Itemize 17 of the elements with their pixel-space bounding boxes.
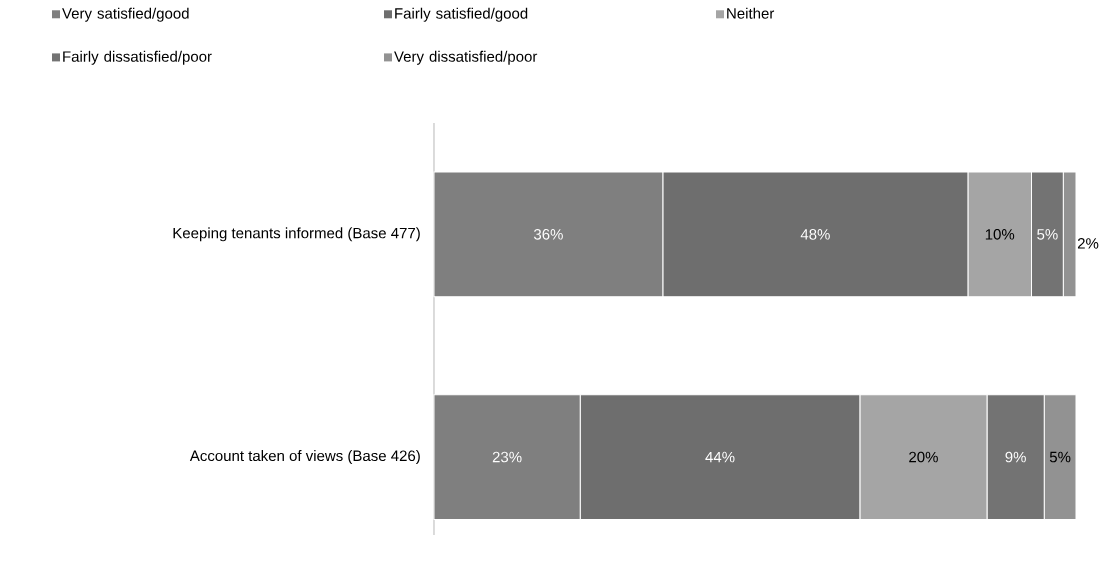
data-label: 10% — [985, 229, 1015, 240]
legend-label: Very dissatisfied/poor — [394, 50, 538, 65]
data-label: 48% — [800, 229, 830, 240]
data-label: 5% — [1049, 451, 1071, 463]
data-label: 20% — [909, 451, 938, 463]
y-tick-label: Account taken of views (Base 426) — [189, 450, 420, 465]
legend-label: Neither — [727, 7, 775, 19]
data-label: 9% — [1005, 451, 1026, 463]
legend-label: Very satisfied/good — [62, 7, 189, 22]
legend-label: Fairly dissatisfied/poor — [63, 50, 212, 65]
y-tick-label: Keeping tenants informed (Base 477) — [173, 227, 420, 242]
data-label: 5% — [1037, 229, 1058, 240]
data-label: 2% — [1077, 238, 1099, 249]
legend-label: Fairly satisfied/good — [395, 7, 528, 22]
data-label: 36% — [533, 229, 563, 240]
data-label: 44% — [705, 451, 735, 463]
data-label: 23% — [492, 451, 522, 463]
